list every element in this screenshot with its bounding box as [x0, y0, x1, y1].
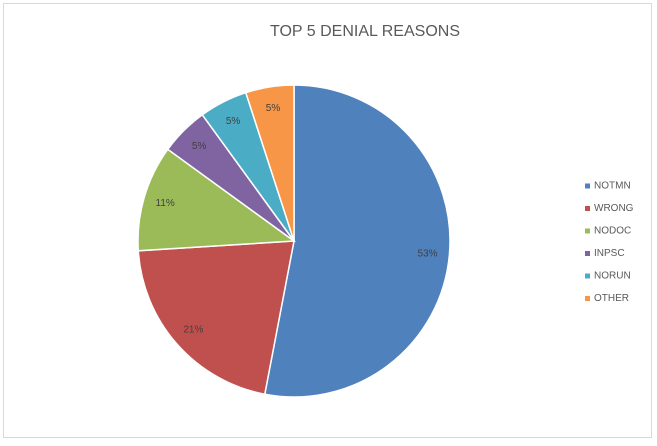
- legend-label: NOTMN: [594, 181, 631, 192]
- pie-slice: [244, 84, 295, 242]
- legend-swatch: [585, 273, 590, 279]
- legend-swatch: [585, 183, 590, 189]
- legend-label: NORUN: [594, 271, 631, 282]
- data-label: 5%: [192, 141, 207, 152]
- pie-slice: [137, 148, 297, 252]
- legend-label: OTHER: [594, 293, 629, 304]
- legend-swatch: [585, 296, 590, 301]
- legend-label: NODOC: [594, 226, 631, 237]
- data-label: 11%: [156, 198, 175, 209]
- pie-slice: [263, 84, 451, 398]
- legend-swatch: [585, 206, 590, 211]
- legend-label: WRONG: [594, 203, 634, 214]
- data-label: 5%: [226, 116, 241, 127]
- legend-swatch: [585, 251, 590, 256]
- legend-label: INPSC: [594, 248, 625, 259]
- chart-title: TOP 5 DENIAL REASONS: [270, 23, 460, 40]
- legend-swatch: [585, 228, 590, 234]
- pie-slice: [137, 240, 295, 396]
- data-label: 53%: [418, 248, 438, 259]
- data-label: 5%: [266, 103, 281, 114]
- data-label: 21%: [183, 324, 203, 335]
